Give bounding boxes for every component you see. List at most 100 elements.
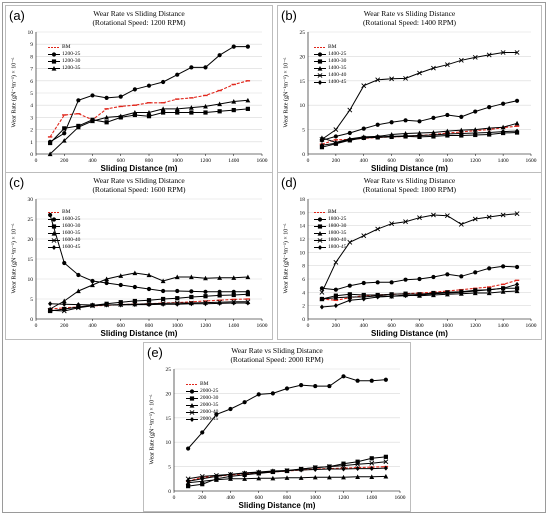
legend-item: 1400-40 — [314, 72, 346, 79]
legend-label: 2000-30 — [200, 395, 219, 401]
legend-swatch — [48, 217, 60, 222]
data-point — [203, 65, 208, 70]
data-point — [118, 94, 123, 99]
data-point — [146, 286, 152, 292]
data-point — [104, 120, 109, 125]
series-1200-25 — [48, 44, 250, 144]
legend-label: 1400-35 — [328, 65, 347, 71]
x-tick-label: 800 — [415, 158, 424, 164]
legend-item: 1800-25 — [314, 216, 346, 223]
data-point — [445, 290, 450, 296]
legend-swatch — [48, 59, 60, 64]
legend-swatch — [314, 212, 326, 213]
legend-swatch — [314, 52, 326, 57]
legend-swatch — [314, 66, 326, 71]
x-tick-label: 600 — [388, 323, 397, 329]
data-point — [355, 474, 361, 479]
data-point — [245, 44, 250, 49]
chart-title: Wear Rate vs Sliding Distance — [363, 9, 456, 18]
data-point — [361, 126, 366, 131]
data-point — [375, 122, 380, 127]
chart-subtitle: (Rotational Speed: 1200 RPM) — [92, 18, 186, 27]
data-point — [188, 105, 194, 110]
y-tick-label: 25 — [28, 217, 34, 223]
legend-item: 2000-45 — [186, 416, 218, 423]
data-point — [231, 107, 236, 113]
y-axis-label: Wear Rate (gN⁻¹m⁻¹) × 10⁻⁶ — [283, 57, 290, 128]
legend-label: BM — [62, 209, 71, 215]
data-point — [62, 126, 67, 131]
legend: BM 1600-25 1600-30 1600-35 1600-40 1600-45 — [48, 209, 80, 251]
x-tick-label: 0 — [35, 323, 38, 329]
x-tick-label: 200 — [60, 158, 69, 164]
data-point — [319, 136, 325, 142]
legend-label: 1200-35 — [62, 65, 81, 71]
legend-item: 2000-40 — [186, 409, 218, 416]
data-point — [228, 406, 233, 412]
data-point — [361, 296, 366, 302]
data-point — [61, 308, 67, 314]
y-tick-label: 3 — [30, 115, 33, 121]
data-point — [403, 131, 408, 136]
x-tick-label: 1400 — [498, 158, 509, 164]
data-point — [146, 272, 152, 278]
x-axis-label: Sliding Distance (m) — [371, 329, 448, 338]
series-2000-25 — [186, 374, 388, 451]
data-point — [104, 95, 109, 100]
y-tick-label: 8 — [302, 264, 305, 270]
data-point — [403, 118, 408, 123]
data-point — [472, 127, 478, 132]
data-point — [514, 286, 520, 291]
data-point — [389, 120, 394, 125]
x-tick-label: 600 — [117, 323, 126, 329]
data-point — [514, 98, 520, 103]
data-point — [245, 292, 250, 297]
data-point — [514, 288, 520, 294]
data-point — [217, 275, 223, 280]
data-point — [160, 278, 166, 284]
y-tick-label: 6 — [302, 277, 305, 283]
series-line — [49, 99, 248, 155]
y-tick-label: 4 — [302, 290, 305, 296]
data-point — [431, 65, 436, 71]
legend-item: 1200-35 — [48, 65, 80, 72]
data-point — [174, 274, 180, 280]
data-point — [417, 215, 422, 221]
data-point — [76, 302, 81, 308]
x-tick-label: 1600 — [257, 158, 268, 164]
y-tick-label: 10 — [166, 440, 172, 446]
data-point — [75, 288, 81, 294]
y-tick-label: 5 — [30, 297, 33, 303]
data-point — [270, 468, 275, 474]
data-point — [333, 134, 338, 139]
y-tick-label: 15 — [300, 79, 306, 85]
data-point — [501, 101, 506, 106]
x-tick-label: 0 — [307, 158, 310, 164]
legend-swatch — [48, 66, 60, 71]
data-point — [403, 75, 408, 81]
data-point — [203, 301, 208, 307]
data-point — [369, 474, 375, 479]
x-tick-label: 600 — [255, 495, 264, 501]
legend-label: BM — [328, 44, 337, 50]
data-point — [361, 135, 366, 141]
legend: BM 1200-25 1200-30 1200-35 — [48, 44, 80, 72]
data-point — [444, 62, 450, 68]
legend-marker — [317, 231, 323, 236]
data-point — [231, 99, 237, 104]
data-point — [403, 219, 408, 225]
data-point — [417, 132, 422, 138]
x-tick-label: 1600 — [257, 323, 268, 329]
y-tick-label: 30 — [28, 197, 34, 203]
legend-marker — [189, 396, 195, 401]
data-point — [245, 300, 250, 306]
x-tick-label: 1200 — [470, 158, 481, 164]
data-point — [473, 130, 478, 136]
data-point — [347, 130, 352, 136]
data-point — [487, 130, 492, 136]
data-point — [445, 131, 450, 137]
data-point — [417, 292, 422, 298]
legend-marker — [51, 59, 57, 64]
legend-label: 1800-30 — [328, 223, 347, 229]
data-point — [341, 461, 346, 466]
